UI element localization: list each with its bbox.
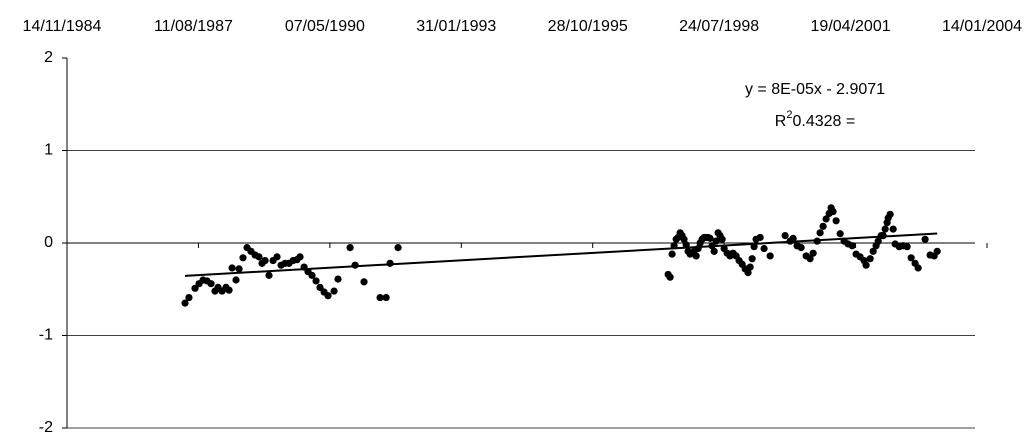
data-point	[886, 210, 894, 218]
data-point	[921, 235, 929, 243]
data-point	[265, 271, 273, 279]
data-point	[706, 234, 714, 242]
x-tick-label: 14/01/2004	[942, 18, 1022, 35]
data-point	[682, 241, 690, 249]
data-point	[907, 254, 915, 262]
data-point	[273, 253, 281, 261]
data-point	[748, 255, 756, 263]
data-point	[889, 225, 897, 233]
data-point	[382, 293, 390, 302]
data-point	[225, 286, 233, 294]
data-point	[710, 247, 718, 255]
x-tick-label: 07/05/1990	[285, 18, 365, 35]
data-point	[903, 243, 911, 251]
data-point	[185, 293, 193, 302]
data-point	[255, 253, 263, 261]
data-point	[235, 265, 243, 273]
data-point	[750, 243, 758, 251]
data-point	[836, 230, 844, 238]
x-tick-label: 11/08/1987	[154, 18, 233, 35]
y-tick-label: -1	[39, 327, 53, 344]
r2-symbol: R	[775, 113, 787, 130]
data-point	[666, 273, 674, 281]
data-point	[376, 293, 384, 302]
data-point	[680, 235, 688, 243]
data-point	[346, 244, 354, 252]
data-point	[228, 264, 236, 272]
data-point	[181, 299, 189, 307]
data-point	[869, 247, 877, 255]
data-point	[692, 252, 700, 260]
data-point	[386, 259, 394, 267]
data-point	[296, 253, 304, 261]
data-point	[360, 278, 368, 286]
r-squared: R20.4328 =	[775, 109, 855, 130]
x-tick-label: 28/10/1995	[548, 18, 628, 35]
data-point	[261, 256, 269, 265]
y-tick-label: -2	[39, 419, 53, 436]
trendline-equation: y = 8E-05x - 2.9071	[745, 81, 885, 98]
data-point	[822, 215, 830, 223]
data-point	[866, 255, 874, 263]
data-point	[797, 244, 805, 252]
r2-superscript: 2	[786, 109, 792, 121]
data-point	[308, 271, 316, 279]
x-tick-label: 24/07/1998	[679, 18, 759, 35]
data-point	[351, 261, 359, 269]
data-point	[334, 275, 342, 283]
data-point	[789, 234, 797, 242]
data-point	[848, 242, 856, 250]
data-point	[914, 264, 922, 272]
trendline	[184, 232, 938, 277]
x-tick-label: 31/01/1993	[416, 18, 496, 35]
data-point	[316, 283, 324, 291]
data-point	[933, 247, 941, 255]
x-tick-label: 19/04/2001	[811, 18, 891, 35]
data-point	[324, 292, 332, 300]
data-point	[874, 237, 882, 245]
data-point	[694, 244, 702, 253]
data-point	[809, 249, 817, 257]
y-tick-label: 0	[44, 234, 53, 251]
data-point	[712, 237, 720, 245]
data-point	[879, 232, 887, 240]
data-point	[330, 287, 338, 295]
data-point	[816, 229, 824, 237]
data-point	[718, 235, 726, 243]
r2-text: 0.4328 =	[792, 113, 855, 130]
data-point	[232, 276, 240, 284]
data-point	[756, 233, 764, 242]
data-point	[760, 244, 768, 253]
data-point	[832, 217, 840, 225]
data-point	[746, 263, 754, 271]
data-point	[881, 225, 889, 233]
data-point	[191, 284, 199, 292]
data-point	[744, 269, 752, 277]
data-point	[708, 242, 716, 250]
data-point	[813, 237, 821, 245]
data-point	[766, 252, 774, 260]
data-point	[862, 261, 870, 269]
data-point	[394, 244, 402, 252]
y-tick-label: 1	[44, 142, 53, 159]
data-point	[670, 242, 678, 250]
x-tick-label: 14/11/1984	[23, 18, 102, 35]
data-point	[239, 254, 247, 262]
data-point	[668, 250, 676, 258]
y-tick-label: 2	[44, 49, 53, 66]
data-point	[312, 277, 320, 285]
data-point	[207, 280, 215, 288]
data-point	[806, 255, 814, 263]
data-point	[781, 232, 789, 240]
data-point	[819, 222, 827, 230]
data-point	[829, 207, 837, 216]
